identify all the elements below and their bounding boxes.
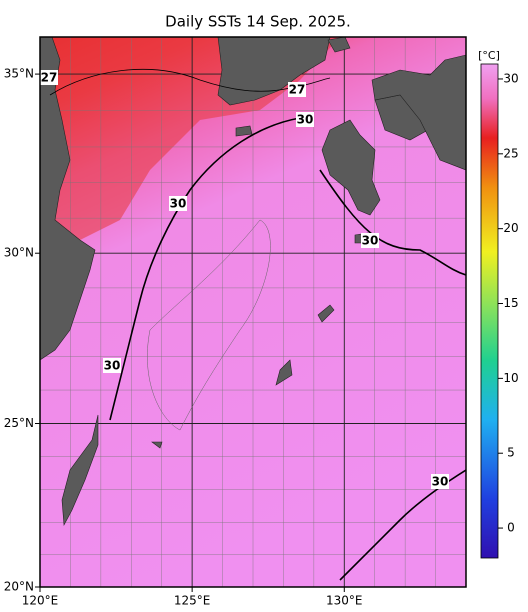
y-tick-label: 25°N	[4, 416, 34, 430]
korea	[217, 37, 331, 106]
colorbar-tick-label: 25	[503, 146, 518, 160]
colorbar-tick-label: 10	[503, 371, 518, 385]
honshu	[371, 54, 466, 171]
colorbar-unit: [°C]	[478, 49, 500, 62]
colorbar-tick-label: 5	[507, 446, 515, 460]
x-tick-label: 125°E	[174, 594, 211, 608]
contour-label: 30	[170, 197, 187, 211]
contour-31	[147, 219, 271, 431]
colorbar	[480, 63, 499, 559]
map-frame	[39, 36, 467, 588]
taiwan	[61, 414, 99, 527]
y-tick-label: 20°N	[4, 580, 34, 594]
jeju	[235, 125, 253, 137]
contour-label: 30	[362, 234, 379, 248]
colorbar-tick-label: 15	[503, 296, 518, 310]
ryukyu-islands	[151, 304, 335, 449]
grid	[40, 37, 466, 587]
colorbar-tick-label: 0	[507, 521, 515, 535]
island	[327, 37, 351, 53]
map-area: 27 27 30 30 30 30 30	[40, 37, 466, 587]
axes: 120°E 125°E 130°E 20°N 25°N 30°N 35°N	[4, 67, 363, 608]
contour-label: 30	[432, 475, 449, 489]
contour-label: 30	[297, 113, 314, 127]
title: Daily SSTs 14 Sep. 2025.	[165, 13, 351, 31]
contour-label: 30	[104, 359, 121, 373]
y-tick-label: 30°N	[4, 246, 34, 260]
kyushu	[321, 119, 381, 216]
contour-label: 27	[289, 83, 306, 97]
colorbar-tick-label: 30	[503, 71, 518, 85]
x-tick-label: 130°E	[326, 594, 363, 608]
contour-label: 27	[41, 71, 58, 85]
land	[40, 37, 466, 527]
colorbar-tick-label: 20	[503, 221, 518, 235]
x-tick-label: 120°E	[22, 594, 59, 608]
y-tick-label: 35°N	[4, 67, 34, 81]
contour-27	[49, 68, 331, 96]
contour-labels: 27 27 30 30 30 30 30	[40, 70, 449, 489]
